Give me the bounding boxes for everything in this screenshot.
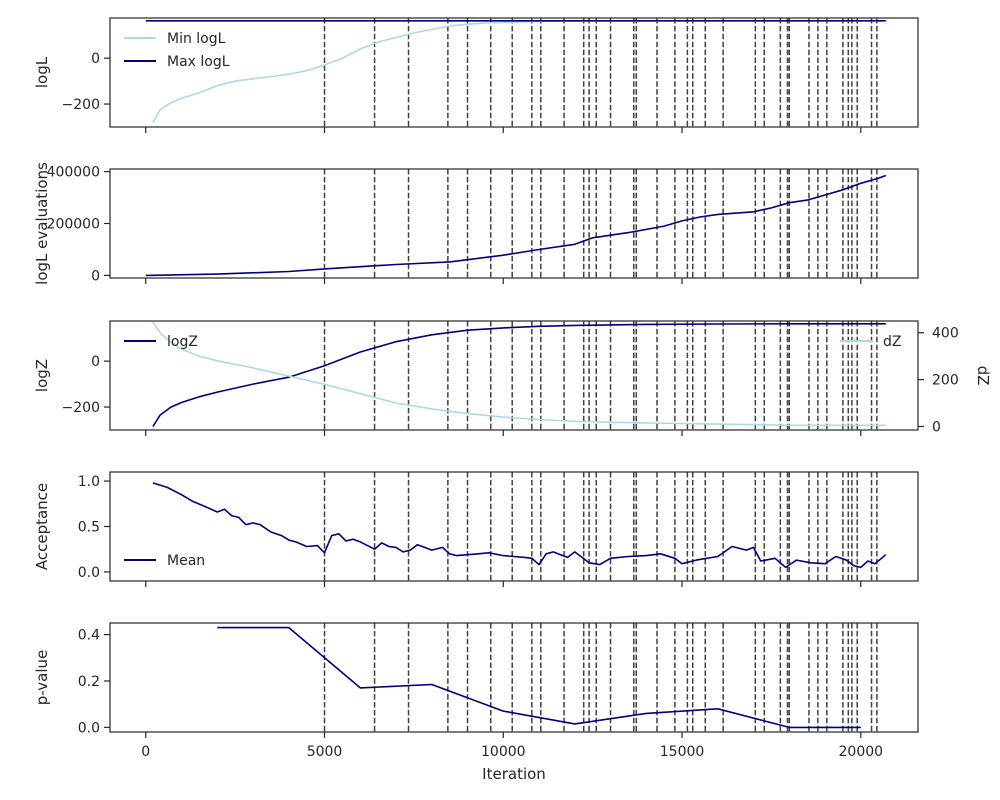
y-tick-label-right: 0 bbox=[932, 419, 941, 435]
y-tick-label: 0.5 bbox=[78, 520, 100, 536]
panel-4: 1.0 0.5 0.0 Acceptance Mean bbox=[33, 471, 919, 587]
legend-entry: dZ bbox=[840, 334, 901, 350]
series-line-logz bbox=[152, 322, 886, 428]
legend-label: dZ bbox=[883, 334, 901, 350]
y-axis-label: logL evaluations bbox=[33, 162, 51, 285]
legend-entry: Max logL bbox=[124, 54, 230, 70]
y-tick-label: −200 bbox=[62, 97, 100, 113]
y-tick-label-right: 200 bbox=[932, 373, 959, 389]
axes-frame bbox=[109, 17, 919, 128]
y-tick-label: 0.4 bbox=[78, 628, 100, 644]
x-axis-label: Iteration bbox=[482, 765, 546, 783]
axes-frame bbox=[109, 622, 919, 733]
y-tick-label: 1.0 bbox=[78, 474, 100, 490]
series-line-mean bbox=[152, 482, 887, 569]
y-axis-label: p-value bbox=[33, 650, 51, 706]
y-tick-label-right: 400 bbox=[932, 326, 959, 342]
x-tick-label: 15000 bbox=[660, 744, 705, 760]
panel-1: 0 −200 logL Min logL Max logL bbox=[33, 17, 919, 133]
axes-frame bbox=[109, 168, 919, 279]
y-tick-label: 0.0 bbox=[78, 565, 100, 581]
x-tick-label: 5000 bbox=[307, 744, 343, 760]
series-line-1 bbox=[145, 174, 887, 277]
panel-5: 0.4 0.2 0.0 0 5000 10000 15000 20000 p-value Iter… bbox=[33, 622, 919, 783]
legend-label: Min logL bbox=[167, 31, 226, 47]
y-tick-label: 0.2 bbox=[78, 674, 100, 690]
y-tick-label: 0 bbox=[91, 354, 100, 370]
y-tick-label: 400000 bbox=[47, 165, 100, 181]
series-line-1 bbox=[217, 626, 861, 729]
panel-2: 400000 200000 0 logL evaluations bbox=[33, 162, 919, 285]
y-axis-label: Acceptance bbox=[33, 483, 51, 570]
legend-entry: Min logL bbox=[124, 31, 226, 47]
legend-label: Max logL bbox=[167, 54, 230, 70]
y-tick-label: 0.0 bbox=[78, 720, 100, 736]
axes-frame bbox=[109, 320, 919, 431]
y-tick-label: −200 bbox=[62, 400, 100, 416]
series-line-min-logl bbox=[152, 19, 886, 123]
legend-label: Mean bbox=[167, 553, 205, 569]
y-tick-label: 0 bbox=[91, 268, 100, 284]
y-axis-label: logZ bbox=[33, 359, 51, 392]
x-tick-label: 0 bbox=[141, 744, 150, 760]
x-tick-label: 10000 bbox=[481, 744, 526, 760]
x-tick-label: 20000 bbox=[839, 744, 884, 760]
y-tick-label: 200000 bbox=[47, 217, 100, 233]
y-tick-label: 0 bbox=[91, 51, 100, 67]
legend-entry: Mean bbox=[124, 553, 205, 569]
y-axis-label-right: dZ bbox=[974, 366, 992, 386]
legend-entry: logZ bbox=[124, 334, 198, 350]
panel-3: 0 −200 400 200 0 dZ logZ logZ dZ bbox=[33, 320, 992, 436]
axes-frame bbox=[109, 471, 919, 582]
legend-label: logZ bbox=[167, 334, 198, 350]
y-axis-label: logL bbox=[33, 56, 51, 88]
series-line-dz bbox=[152, 321, 886, 427]
